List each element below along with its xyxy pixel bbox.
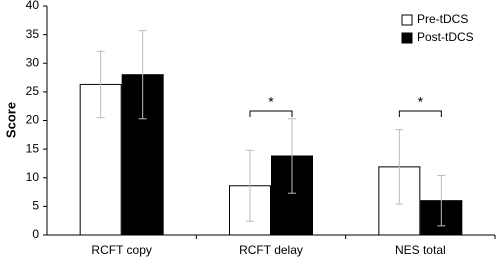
significance-label: * (418, 94, 424, 110)
y-tick-label: 30 (26, 55, 40, 69)
x-tick-label: RCFT delay (239, 243, 303, 257)
y-tick-label: 0 (32, 227, 39, 241)
error-bar (395, 129, 404, 205)
significance-bracket (249, 110, 293, 117)
y-tick-label: 20 (26, 113, 40, 127)
legend-swatch (401, 32, 413, 44)
y-axis-label: Score (3, 102, 18, 138)
legend-label: Pre-tDCS (417, 12, 468, 26)
significance-bracket (398, 110, 442, 117)
y-tick-label: 25 (26, 84, 40, 98)
error-bar (288, 118, 296, 194)
y-tick-label: 40 (26, 0, 40, 12)
significance-label: * (268, 94, 274, 110)
error-bar (246, 149, 254, 222)
y-tick-label: 35 (26, 27, 40, 41)
x-tick-label: RCFT copy (91, 243, 151, 257)
legend-swatch (401, 14, 413, 26)
y-tick-label: 10 (26, 170, 40, 184)
y-tick-label: 5 (32, 199, 39, 213)
y-tick-label: 15 (26, 141, 40, 155)
error-bar (437, 174, 446, 227)
error-bar (96, 50, 105, 119)
error-bar (138, 30, 147, 120)
x-tick-label: NES total (395, 243, 446, 257)
legend-label: Post-tDCS (417, 30, 474, 44)
